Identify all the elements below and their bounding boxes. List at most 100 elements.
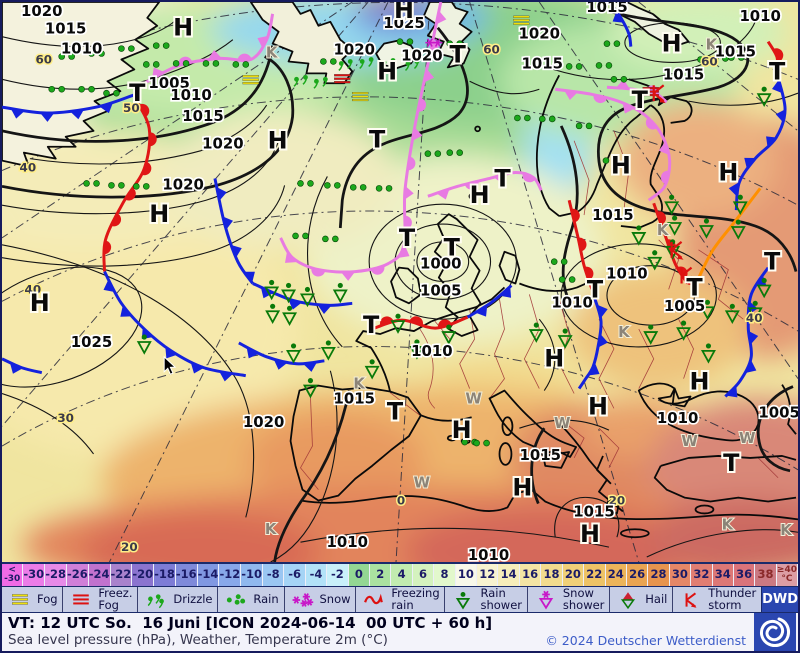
legend-item-thunderstorm: Thunder storm (672, 587, 761, 612)
legend-item-snow: Snow (283, 587, 356, 612)
drizzle-icon (293, 74, 308, 87)
rain-shower-icon (631, 225, 647, 246)
weather-symbols (48, 15, 772, 447)
rain-shower-icon (302, 378, 318, 399)
rain-shower-icon (282, 305, 298, 326)
scale-cell: 16 (519, 564, 542, 586)
rain-icon (610, 76, 628, 83)
scale-cell: < -30 (2, 564, 24, 586)
drizzle-icon (404, 59, 420, 71)
legend-item-label: Freez. Fog (98, 585, 133, 612)
cold-front (577, 295, 603, 390)
airmass-label: W (465, 389, 481, 407)
pressure-label: 1010 (606, 265, 647, 283)
rain-shower-icon (286, 343, 302, 364)
legend-item-label: Freezing rain (391, 585, 440, 612)
scale-cell: 38 (755, 564, 777, 586)
snow-icon (425, 38, 435, 47)
drizzle-icon (313, 76, 328, 89)
pressure-centre-label: T (632, 86, 649, 114)
scale-cell: 6 (412, 564, 435, 586)
scale-cell: 28 (648, 564, 670, 586)
legend-item-hail: Hail (609, 587, 672, 612)
drizzle-icon (148, 593, 165, 608)
pressure-centre-label: H (30, 289, 50, 317)
fog-icon (12, 593, 28, 605)
thunderstorm-icon (670, 241, 684, 260)
rain-icon (232, 61, 250, 68)
graticule-label: 60 (483, 43, 500, 57)
thunderstorm-icon (652, 84, 666, 104)
pressure-centre-label: H (689, 368, 709, 396)
pressure-label: 1010 (657, 409, 698, 427)
fog-icon (513, 15, 530, 25)
rain-icon (697, 56, 714, 63)
rain-icon (88, 50, 105, 57)
rain-icon (78, 85, 95, 93)
pressure-label: 1015 (592, 206, 633, 224)
fog-icon (242, 75, 259, 85)
rain-shower-icon (756, 277, 772, 299)
thunderstorm-icon (680, 266, 694, 286)
legend-item-label: Snow shower (562, 585, 605, 612)
scale-cell: -8 (263, 564, 285, 586)
pressure-label: 1005 (758, 403, 798, 421)
pressure-label: 1015 (715, 43, 756, 61)
pressure-label: 1015 (182, 107, 223, 125)
rain-shower-icon (456, 591, 471, 609)
pressure-label: 1015 (520, 446, 561, 464)
rain-icon (539, 115, 556, 123)
graticule-label: 40 (25, 282, 42, 296)
rain-icon (349, 184, 367, 191)
scale-cell: 8 (434, 564, 456, 586)
rain-shower-icon (698, 218, 714, 239)
pressure-label: 1015 (586, 2, 627, 16)
pressure-centre-label: H (662, 30, 682, 58)
pressure-label: 1000 (420, 255, 461, 273)
rain-icon (48, 85, 65, 93)
rain-shower-icon (756, 86, 772, 107)
rain-icon (118, 45, 135, 52)
rain-icon (103, 89, 120, 97)
airmass-label: K (780, 521, 792, 539)
rain-icon (712, 55, 729, 62)
rain-icon (603, 40, 621, 47)
mouse-cursor (163, 355, 177, 375)
pressure-label: 1015 (663, 65, 704, 83)
cold-front (2, 357, 43, 375)
freezing-fog-icon (334, 74, 351, 84)
airmass-label: W (554, 414, 570, 432)
pressure-centre-label: T (686, 273, 703, 301)
rain-icon (142, 61, 160, 68)
valid-time-line: VT: 12 UTC So. 16 Juni [ICON 2024-06-14 … (8, 614, 493, 632)
scale-cell: 4 (391, 564, 413, 586)
pressure-label: 1020 (333, 41, 374, 59)
legend-item-label: Drizzle (173, 591, 213, 606)
rain-shower-icon (699, 299, 715, 321)
airmass-label: K (266, 44, 278, 62)
pressure-label: 1025 (383, 14, 424, 32)
legend-item-label: Fog (37, 591, 58, 606)
scale-cell: -20 (132, 564, 155, 586)
rain-icon (565, 63, 583, 70)
pressure-centre-label: H (452, 416, 472, 444)
footer: VT: 12 UTC So. 16 Juni [ICON 2024-06-14 … (2, 613, 798, 651)
rain-shower-icon (364, 359, 380, 380)
airmass-label: K (265, 520, 277, 538)
temperature-scale: < -30 -30 -28 -26 -24 -22 -20 -18 -16 -14 -12 -10 -8-… (2, 562, 798, 587)
rain-shower-icon (676, 320, 692, 341)
pressure-centre-label: T (494, 164, 511, 192)
pressure-label: 1005 (420, 281, 461, 299)
pressure-label: 1025 (71, 333, 112, 351)
rain-shower-icon (136, 334, 152, 355)
pressure-centre-label: H (268, 127, 288, 155)
pressure-label: 1020 (202, 135, 243, 153)
rain-icon (172, 60, 190, 67)
snow-icon (292, 592, 313, 607)
scale-cell: -24 (88, 564, 111, 586)
pressure-label: 1010 (170, 86, 211, 104)
scale-cell: ≥40 °C (776, 564, 798, 586)
rain-icon (375, 185, 393, 192)
rain-icon (324, 182, 341, 189)
cold-front (103, 270, 247, 378)
